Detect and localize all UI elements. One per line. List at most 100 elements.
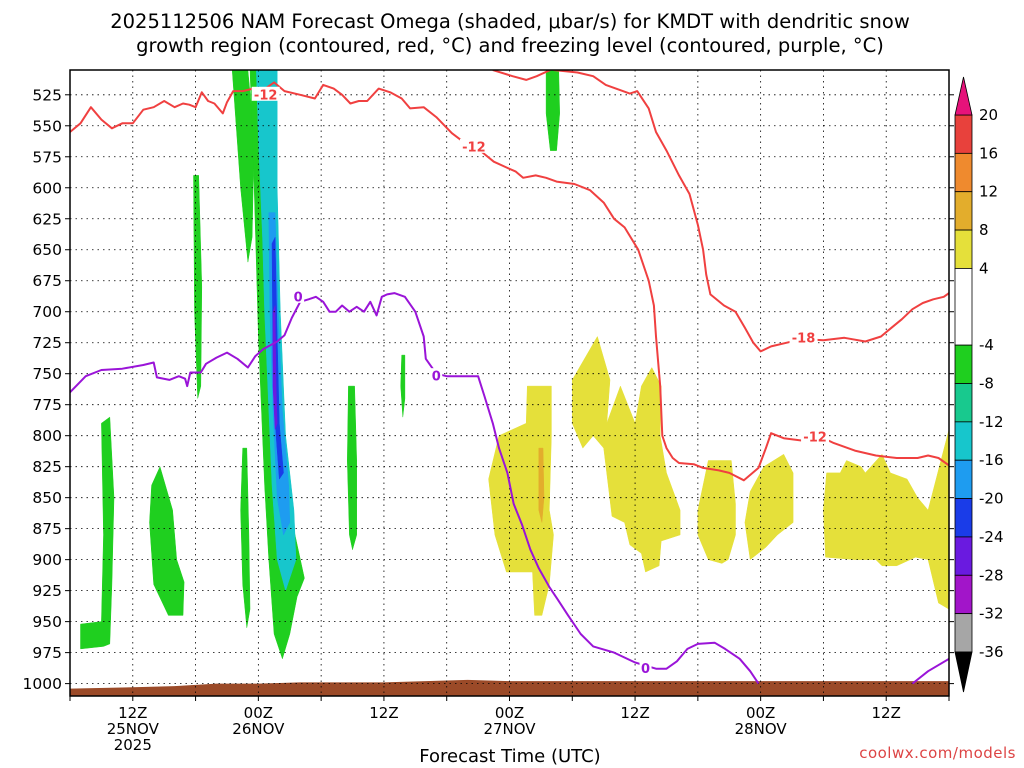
colorbar-label: -28 bbox=[979, 566, 1004, 584]
omega-region-green-top-27nov bbox=[545, 70, 560, 151]
colorbar-label: -24 bbox=[979, 528, 1004, 546]
colorbar-segment bbox=[954, 459, 973, 499]
x-tick-label: 00Z bbox=[495, 704, 524, 722]
red-contour-2 bbox=[553, 70, 949, 353]
colorbar-label: -36 bbox=[979, 643, 1004, 661]
y-tick-label: 875 bbox=[32, 520, 62, 538]
x-tick-label: 12Z bbox=[872, 704, 901, 722]
colorbar-label: -32 bbox=[979, 605, 1004, 623]
colorbar-label: -12 bbox=[979, 413, 1004, 431]
purple-contour-label: 0 bbox=[432, 370, 441, 385]
colorbar-label: 16 bbox=[979, 144, 998, 162]
colorbar-segment bbox=[954, 191, 973, 231]
y-tick-label: 625 bbox=[32, 210, 62, 228]
omega-region-yellow-e bbox=[823, 429, 949, 610]
colorbar-bottom-arrow bbox=[954, 651, 973, 693]
omega-region-green-low-left bbox=[80, 416, 115, 650]
colorbar-label: 8 bbox=[979, 221, 989, 239]
y-tick-label: 700 bbox=[32, 303, 62, 321]
colorbar-label: -20 bbox=[979, 490, 1004, 508]
x-tick-label: 00Z bbox=[244, 704, 273, 722]
colorbar-segment bbox=[954, 498, 973, 538]
y-tick-label: 825 bbox=[32, 458, 62, 476]
omega-region-yellow-a-orange bbox=[538, 447, 545, 523]
x-axis-label: Forecast Time (UTC) bbox=[419, 746, 600, 767]
purple-contour-label-bg bbox=[639, 660, 652, 675]
red-contour-label: -12 bbox=[462, 140, 486, 155]
purple-contour-label: 0 bbox=[294, 290, 303, 305]
colorbar-segment bbox=[954, 574, 973, 615]
credit-link[interactable]: coolwx.com/models bbox=[859, 744, 1016, 762]
omega-region-green-mid-2 bbox=[400, 354, 406, 418]
red-contour-label: -12 bbox=[254, 88, 278, 103]
omega-region-yellow-d bbox=[744, 453, 794, 561]
colorbar-segment bbox=[954, 152, 973, 193]
y-tick-label: 950 bbox=[32, 613, 62, 631]
colorbar-label: -4 bbox=[979, 336, 994, 354]
colorbar-label: 20 bbox=[979, 106, 998, 124]
x-tick-label: 26NOV bbox=[232, 720, 285, 738]
x-tick-label: 25NOV bbox=[107, 720, 160, 738]
colorbar-segment bbox=[954, 114, 973, 154]
x-tick-label: 12Z bbox=[620, 704, 649, 722]
colorbar-segment bbox=[954, 383, 973, 423]
terrain-fill bbox=[70, 679, 949, 696]
y-tick-label: 650 bbox=[32, 241, 62, 259]
colorbar-segment bbox=[954, 344, 973, 384]
x-tick-label: 12Z bbox=[118, 704, 147, 722]
colorbar-label: 12 bbox=[979, 183, 998, 201]
y-tick-label: 1000 bbox=[23, 675, 62, 693]
purple-contour-label: 0 bbox=[641, 662, 650, 677]
purple-contour-0 bbox=[70, 292, 760, 685]
y-tick-label: 775 bbox=[32, 396, 62, 414]
y-tick-label: 900 bbox=[32, 551, 62, 569]
colorbar-segment bbox=[954, 613, 973, 653]
red-contour-label-bg bbox=[801, 428, 830, 443]
y-tick-label: 925 bbox=[32, 582, 62, 600]
y-tick-label: 800 bbox=[32, 427, 62, 445]
purple-contour-1 bbox=[911, 657, 949, 685]
red-contour-label-bg bbox=[459, 138, 488, 153]
y-tick-label: 725 bbox=[32, 334, 62, 352]
y-tick-label: 525 bbox=[32, 86, 62, 104]
colorbar-segment bbox=[954, 421, 973, 461]
x-tick-label: 28NOV bbox=[735, 720, 788, 738]
omega-region-yellow-a bbox=[488, 385, 554, 616]
contour-labels: -12 -12 -18 -12 0 0 0 bbox=[251, 86, 830, 677]
red-contour-label: -18 bbox=[792, 331, 816, 346]
omega-region-green-small-2 bbox=[240, 447, 251, 628]
red-contour-label: -12 bbox=[803, 430, 827, 445]
terrain-polygon bbox=[70, 679, 949, 696]
red-contour-1 bbox=[492, 70, 551, 81]
x-tick-label: 2025 bbox=[114, 736, 152, 754]
colorbar-label: 4 bbox=[979, 259, 989, 277]
purple-contour-label-bg bbox=[430, 368, 443, 383]
colorbar-label: -16 bbox=[979, 451, 1004, 469]
red-contour-label-bg bbox=[251, 86, 280, 101]
colorbar-label: -8 bbox=[979, 375, 994, 393]
y-tick-label: 600 bbox=[32, 179, 62, 197]
y-tick-label: 850 bbox=[32, 489, 62, 507]
x-tick-label: 00Z bbox=[746, 704, 775, 722]
colorbar-segment bbox=[954, 229, 973, 269]
x-tick-label: 12Z bbox=[369, 704, 398, 722]
x-tick-label: 27NOV bbox=[483, 720, 536, 738]
chart-title-line2: growth region (contoured, red, °C) and f… bbox=[136, 34, 884, 57]
colorbar-segment bbox=[954, 536, 973, 576]
omega-region-purple-core bbox=[272, 305, 278, 430]
pressure-axis: 525 550 575 600 625 650 675 700 725 750 775 800 825 8… bbox=[23, 86, 954, 693]
colorbar-top-arrow bbox=[954, 76, 973, 116]
y-tick-label: 675 bbox=[32, 272, 62, 290]
omega-region-yellow-b bbox=[572, 335, 681, 573]
y-tick-label: 550 bbox=[32, 117, 62, 135]
chart-title-line1: 2025112506 NAM Forecast Omega (shaded, μ… bbox=[110, 10, 910, 33]
colorbar: 20 16 12 8 4 -4 -8 -12 -16 -20 -24 -28 -32 -36 bbox=[954, 76, 1004, 693]
y-tick-label: 575 bbox=[32, 148, 62, 166]
grid bbox=[70, 70, 949, 696]
y-tick-label: 750 bbox=[32, 365, 62, 383]
y-tick-label: 975 bbox=[32, 644, 62, 662]
plot-area bbox=[70, 70, 949, 696]
omega-shading bbox=[80, 70, 949, 660]
